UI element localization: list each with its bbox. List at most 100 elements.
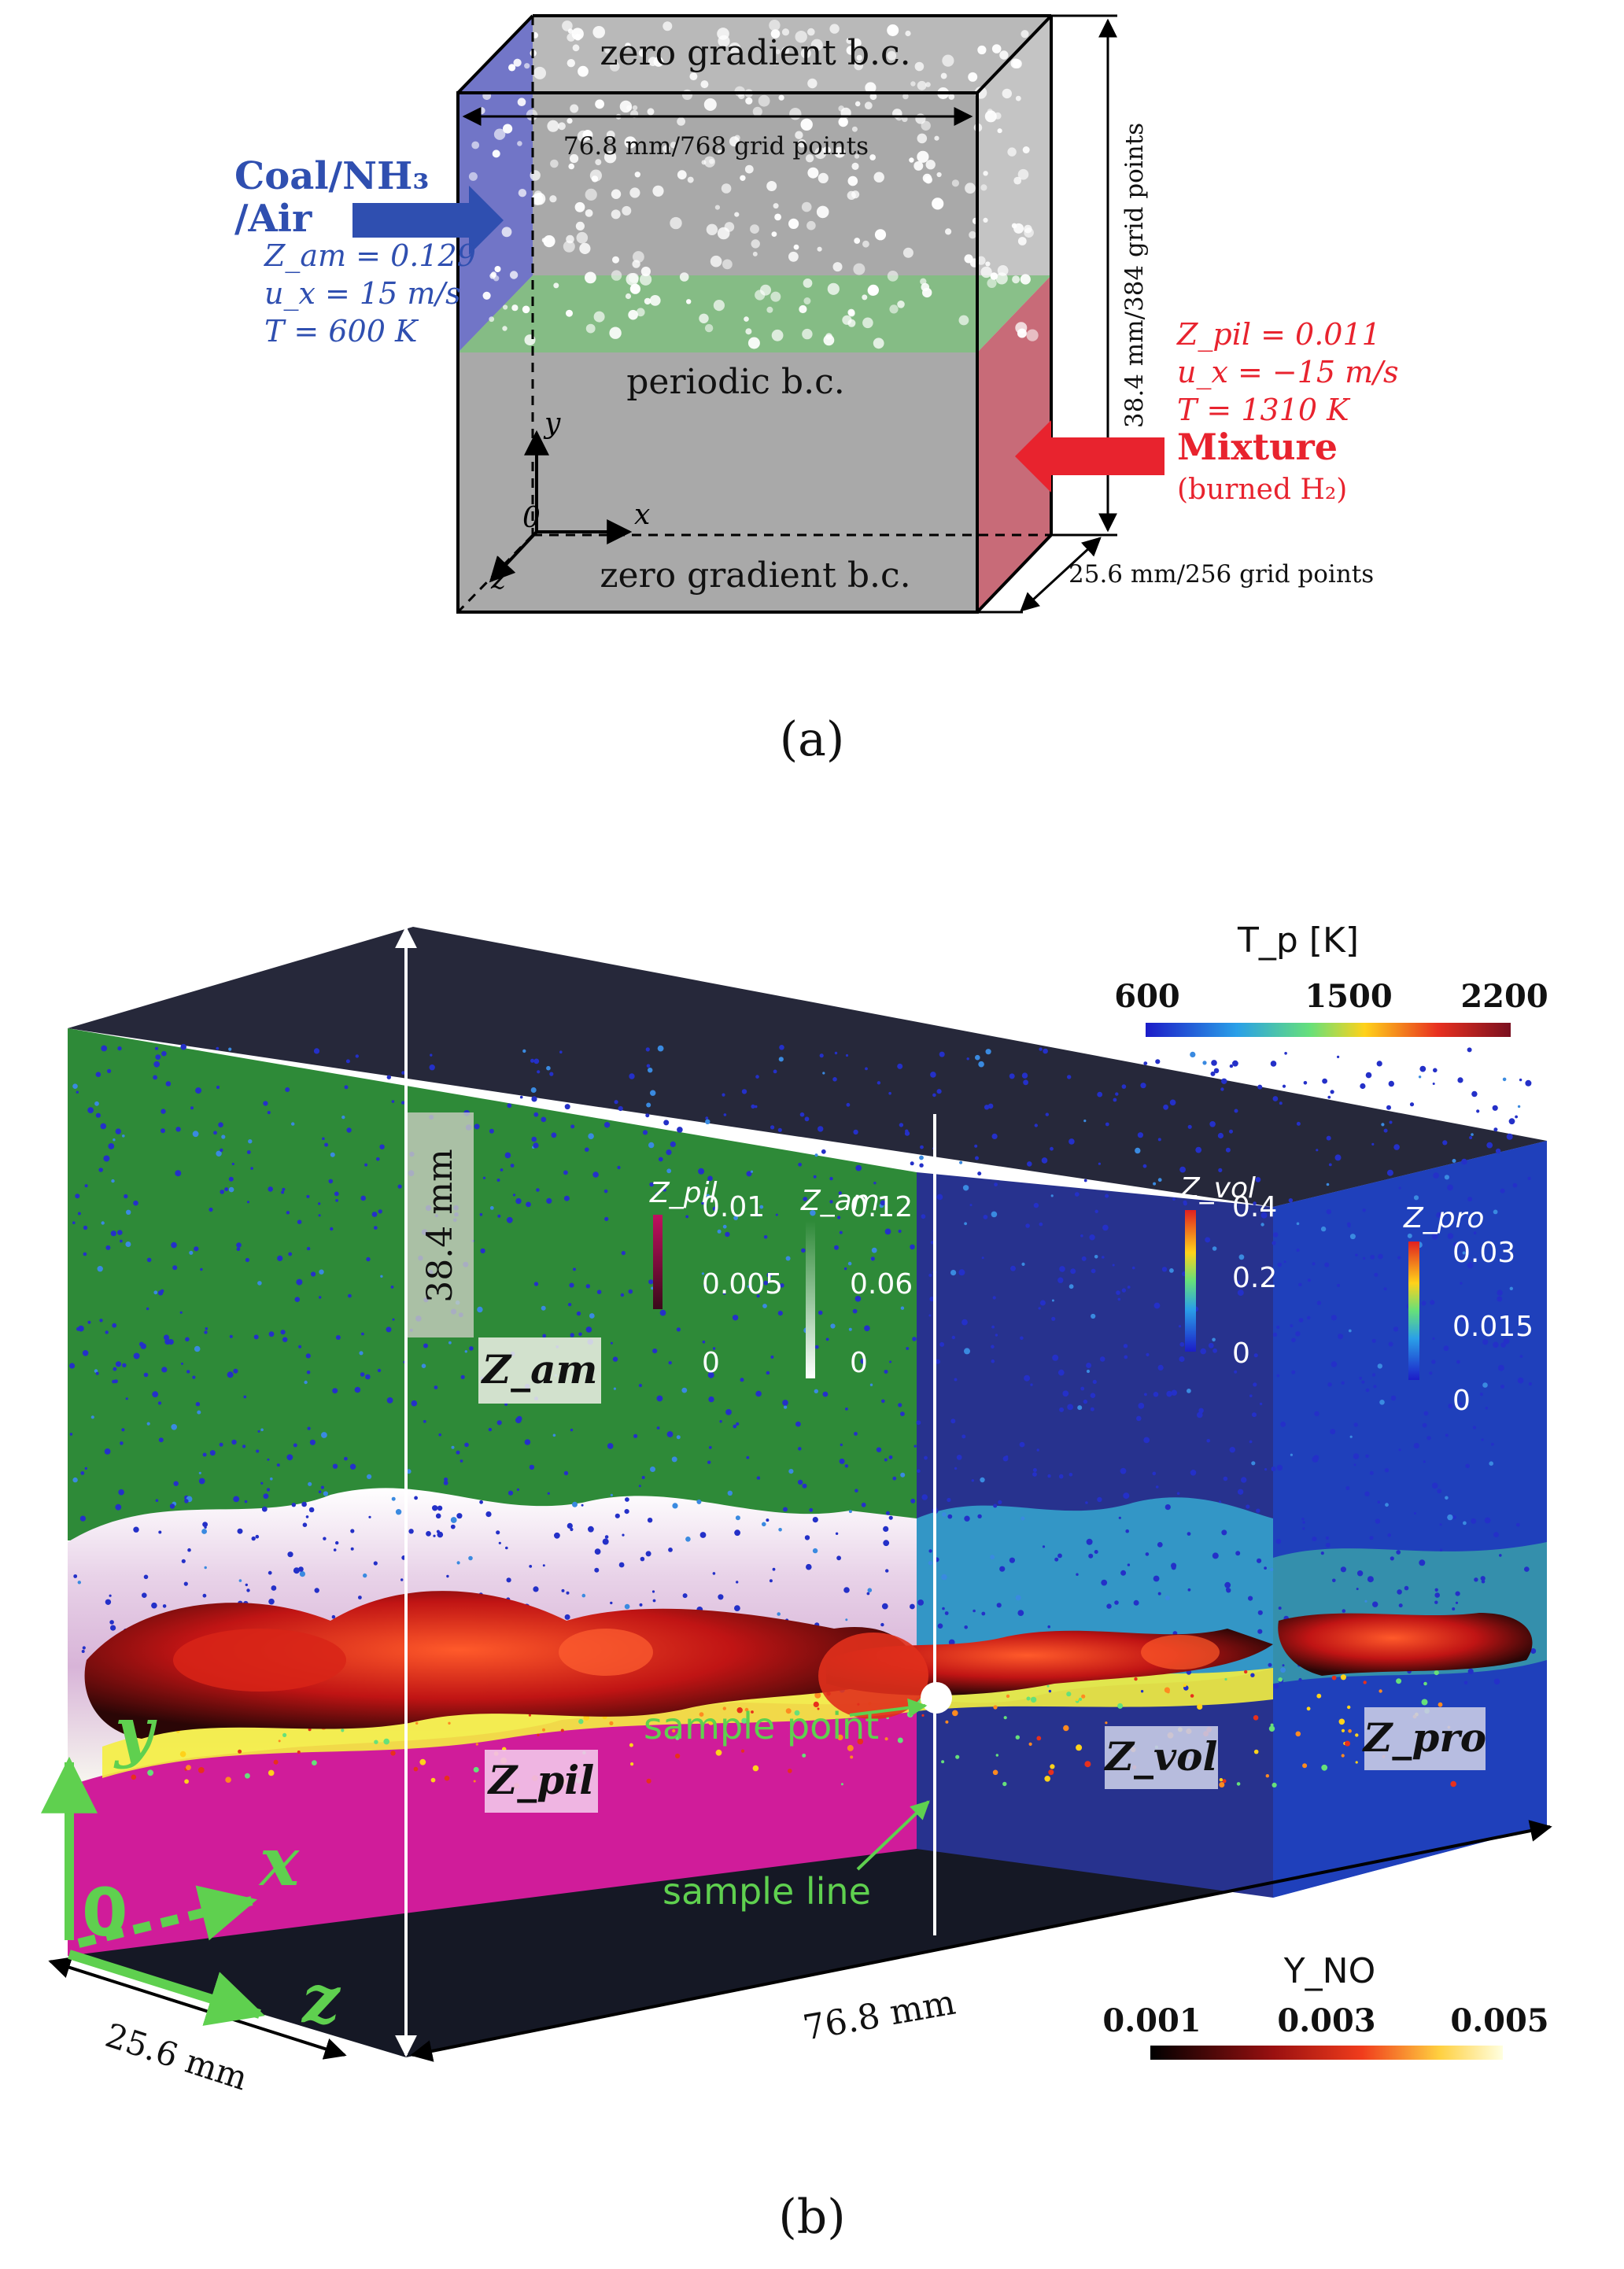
particle-dot (1517, 1377, 1524, 1384)
particle-dot (1421, 1301, 1427, 1306)
particle-dot (328, 1179, 334, 1184)
particle-dot (834, 1051, 838, 1055)
particle-dot (570, 1124, 575, 1129)
particle-dot (344, 1085, 349, 1090)
particle-dot (648, 1279, 654, 1285)
particle-dot (1024, 1374, 1031, 1382)
yno-colorbar (1150, 2046, 1503, 2060)
tp-legend-title: T_p [K] (1237, 921, 1359, 961)
particle-dot (201, 1529, 207, 1534)
particle-dot (1272, 1241, 1276, 1245)
particle-dot (482, 291, 491, 300)
particle-dot (1445, 1496, 1449, 1500)
particle-dot (810, 39, 823, 51)
particle-dot (862, 317, 873, 329)
particle-dot (888, 1091, 891, 1095)
x-dimension-label: 76.8 mm/768 grid points (563, 132, 869, 160)
particle-dot (675, 1736, 680, 1740)
particle-dot (308, 1481, 312, 1486)
tp-tick-0: 600 (1114, 978, 1180, 1015)
particle-dot (614, 1100, 618, 1105)
particle-dot (996, 1603, 1002, 1608)
zpil-tick-1: 0.005 (702, 1268, 783, 1301)
particle-dot (1032, 1468, 1037, 1472)
particle-dot (1057, 1553, 1062, 1559)
particle-dot (1146, 1352, 1150, 1356)
particle-dot (795, 1421, 801, 1427)
particle-dot (112, 1323, 117, 1328)
particle-dot (663, 145, 670, 153)
particle-dot (1021, 30, 1029, 39)
particle-dot (1482, 1339, 1489, 1345)
particle-dot (910, 1161, 914, 1166)
particle-dot (1190, 1694, 1194, 1698)
particle-dot (1386, 1169, 1393, 1176)
particle-dot (448, 1341, 452, 1345)
particle-dot (672, 1503, 678, 1509)
particle-dot (848, 1327, 852, 1331)
particle-dot (928, 1560, 933, 1566)
particle-dot (921, 120, 931, 131)
particle-dot (1097, 1496, 1102, 1503)
particle-dot (802, 328, 813, 340)
particle-dot (1117, 1297, 1121, 1301)
tp-tick-2: 2200 (1460, 978, 1548, 1015)
particle-dot (1284, 1052, 1287, 1055)
particle-dot (94, 1369, 98, 1373)
particle-dot (1047, 1474, 1051, 1478)
particle-dot (162, 1604, 167, 1608)
particle-dot (1067, 1075, 1072, 1079)
particle-dot (155, 1054, 161, 1060)
particle-dot (1013, 176, 1022, 185)
particle-dot (912, 1337, 917, 1341)
particle-dot (1348, 1329, 1352, 1333)
particle-dot (1249, 1394, 1253, 1397)
particle-dot (1113, 1098, 1117, 1102)
particle-dot (1272, 1096, 1279, 1101)
particle-dot (1497, 1289, 1503, 1296)
particle-dot (536, 1188, 540, 1192)
particle-dot (276, 1463, 280, 1467)
particle-dot (242, 1444, 246, 1448)
particle-dot (190, 1106, 194, 1110)
particle-dot (73, 1574, 78, 1578)
particle-dot (153, 1075, 158, 1080)
particle-dot (745, 97, 753, 105)
particle-dot (966, 1057, 969, 1061)
particle-dot (1517, 1105, 1521, 1109)
particle-dot (1054, 1557, 1059, 1562)
particle-dot (1219, 1782, 1225, 1788)
particle-dot (1374, 1272, 1379, 1277)
y-dimension-label: 38.4 mm/384 grid points (1120, 123, 1149, 428)
particle-dot (220, 1190, 225, 1194)
particle-dot (307, 1426, 311, 1430)
particle-dot (1295, 1731, 1301, 1737)
particle-dot (1256, 1508, 1260, 1513)
particle-dot (1084, 1761, 1091, 1768)
particle-dot (717, 227, 730, 240)
render-axis-y: y (113, 1692, 157, 1770)
particle-dot (889, 1360, 892, 1363)
particle-dot (376, 1157, 380, 1161)
particle-dot (941, 1760, 945, 1764)
particle-dot (121, 1428, 125, 1432)
particle-dot (320, 1485, 324, 1489)
zvol-tick-0: 0.4 (1232, 1191, 1277, 1223)
yno-legend-title: Y_NO (1283, 1951, 1375, 1991)
particle-dot (846, 1102, 851, 1107)
panel-a-domain-sketch: zero gradient b.c. periodic b.c. zero gr… (0, 0, 1624, 787)
particle-dot (236, 1242, 242, 1248)
particle-dot (752, 1765, 759, 1772)
particle-dot (1169, 1099, 1176, 1106)
particle-dot (884, 1228, 891, 1235)
particle-dot (585, 1147, 589, 1152)
particle-dot (1101, 1579, 1108, 1586)
particle-dot (981, 1256, 984, 1260)
particle-dot (542, 1564, 545, 1567)
particle-dot (1002, 1781, 1007, 1787)
particle-dot (985, 261, 991, 267)
particle-dot (942, 1512, 947, 1517)
particle-dot (814, 1692, 821, 1699)
particle-dot (1155, 1485, 1159, 1489)
particle-dot (95, 1112, 101, 1118)
